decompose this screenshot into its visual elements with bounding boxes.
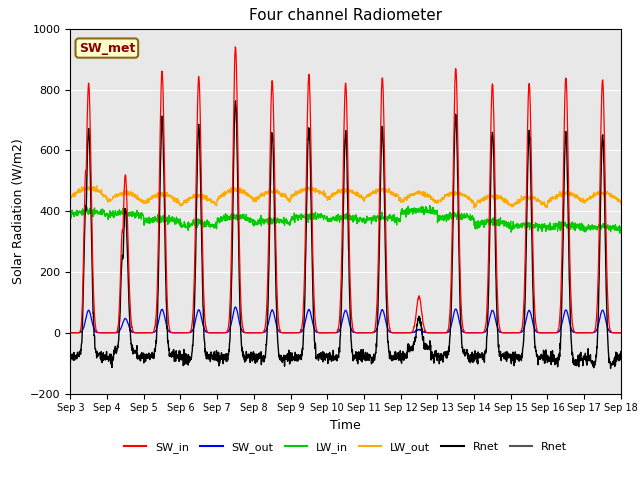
SW_in: [67, 330, 74, 336]
LW_in: [568, 219, 576, 225]
Line: SW_out: SW_out: [70, 307, 621, 333]
Rnet: [67, 359, 74, 364]
SW_out: [506, 330, 513, 336]
Line: LW_in: LW_in: [70, 205, 621, 233]
LW_out: [617, 201, 625, 207]
Rnet: [506, 354, 513, 360]
Rnet: [617, 348, 625, 354]
SW_out: [220, 330, 228, 336]
Rnet: [607, 366, 614, 372]
LW_in: [362, 217, 369, 223]
SW_in: [506, 330, 513, 336]
Title: Four channel Radiometer: Four channel Radiometer: [249, 9, 442, 24]
LW_in: [616, 230, 623, 236]
SW_in: [232, 44, 239, 50]
SW_in: [220, 330, 228, 336]
LW_in: [67, 212, 74, 218]
LW_in: [374, 215, 381, 220]
SW_out: [362, 330, 369, 336]
SW_out: [232, 304, 239, 310]
LW_out: [569, 192, 577, 198]
LW_out: [506, 202, 514, 208]
SW_out: [617, 330, 625, 336]
SW_in: [568, 321, 576, 327]
LW_in: [506, 221, 513, 227]
LW_in: [584, 227, 591, 232]
Rnet: [362, 358, 369, 364]
Rnet: [232, 98, 239, 104]
SW_out: [374, 324, 381, 329]
Rnet: [220, 354, 228, 360]
Line: Rnet: Rnet: [70, 101, 621, 369]
SW_in: [617, 330, 625, 336]
LW_out: [470, 205, 478, 211]
SW_in: [362, 330, 369, 336]
Rnet: [374, 313, 381, 319]
SW_out: [67, 330, 74, 336]
LW_in: [220, 215, 228, 221]
Rnet: [584, 352, 591, 358]
SW_in: [374, 283, 381, 288]
LW_out: [220, 191, 228, 197]
LW_out: [362, 194, 369, 200]
Line: SW_in: SW_in: [70, 47, 621, 333]
LW_out: [374, 188, 381, 194]
LW_out: [584, 196, 592, 202]
SW_out: [584, 330, 591, 336]
LW_in: [617, 224, 625, 230]
X-axis label: Time: Time: [330, 419, 361, 432]
LW_out: [307, 182, 315, 188]
Line: LW_out: LW_out: [70, 185, 621, 208]
Rnet: [568, 349, 576, 355]
Legend: SW_in, SW_out, LW_in, LW_out, Rnet, Rnet: SW_in, SW_out, LW_in, LW_out, Rnet, Rnet: [120, 438, 572, 457]
LW_out: [67, 196, 74, 202]
Y-axis label: Solar Radiation (W/m2): Solar Radiation (W/m2): [12, 138, 24, 284]
Text: SW_met: SW_met: [79, 42, 135, 55]
SW_in: [584, 330, 591, 336]
LW_in: [426, 203, 434, 208]
SW_out: [568, 328, 576, 334]
